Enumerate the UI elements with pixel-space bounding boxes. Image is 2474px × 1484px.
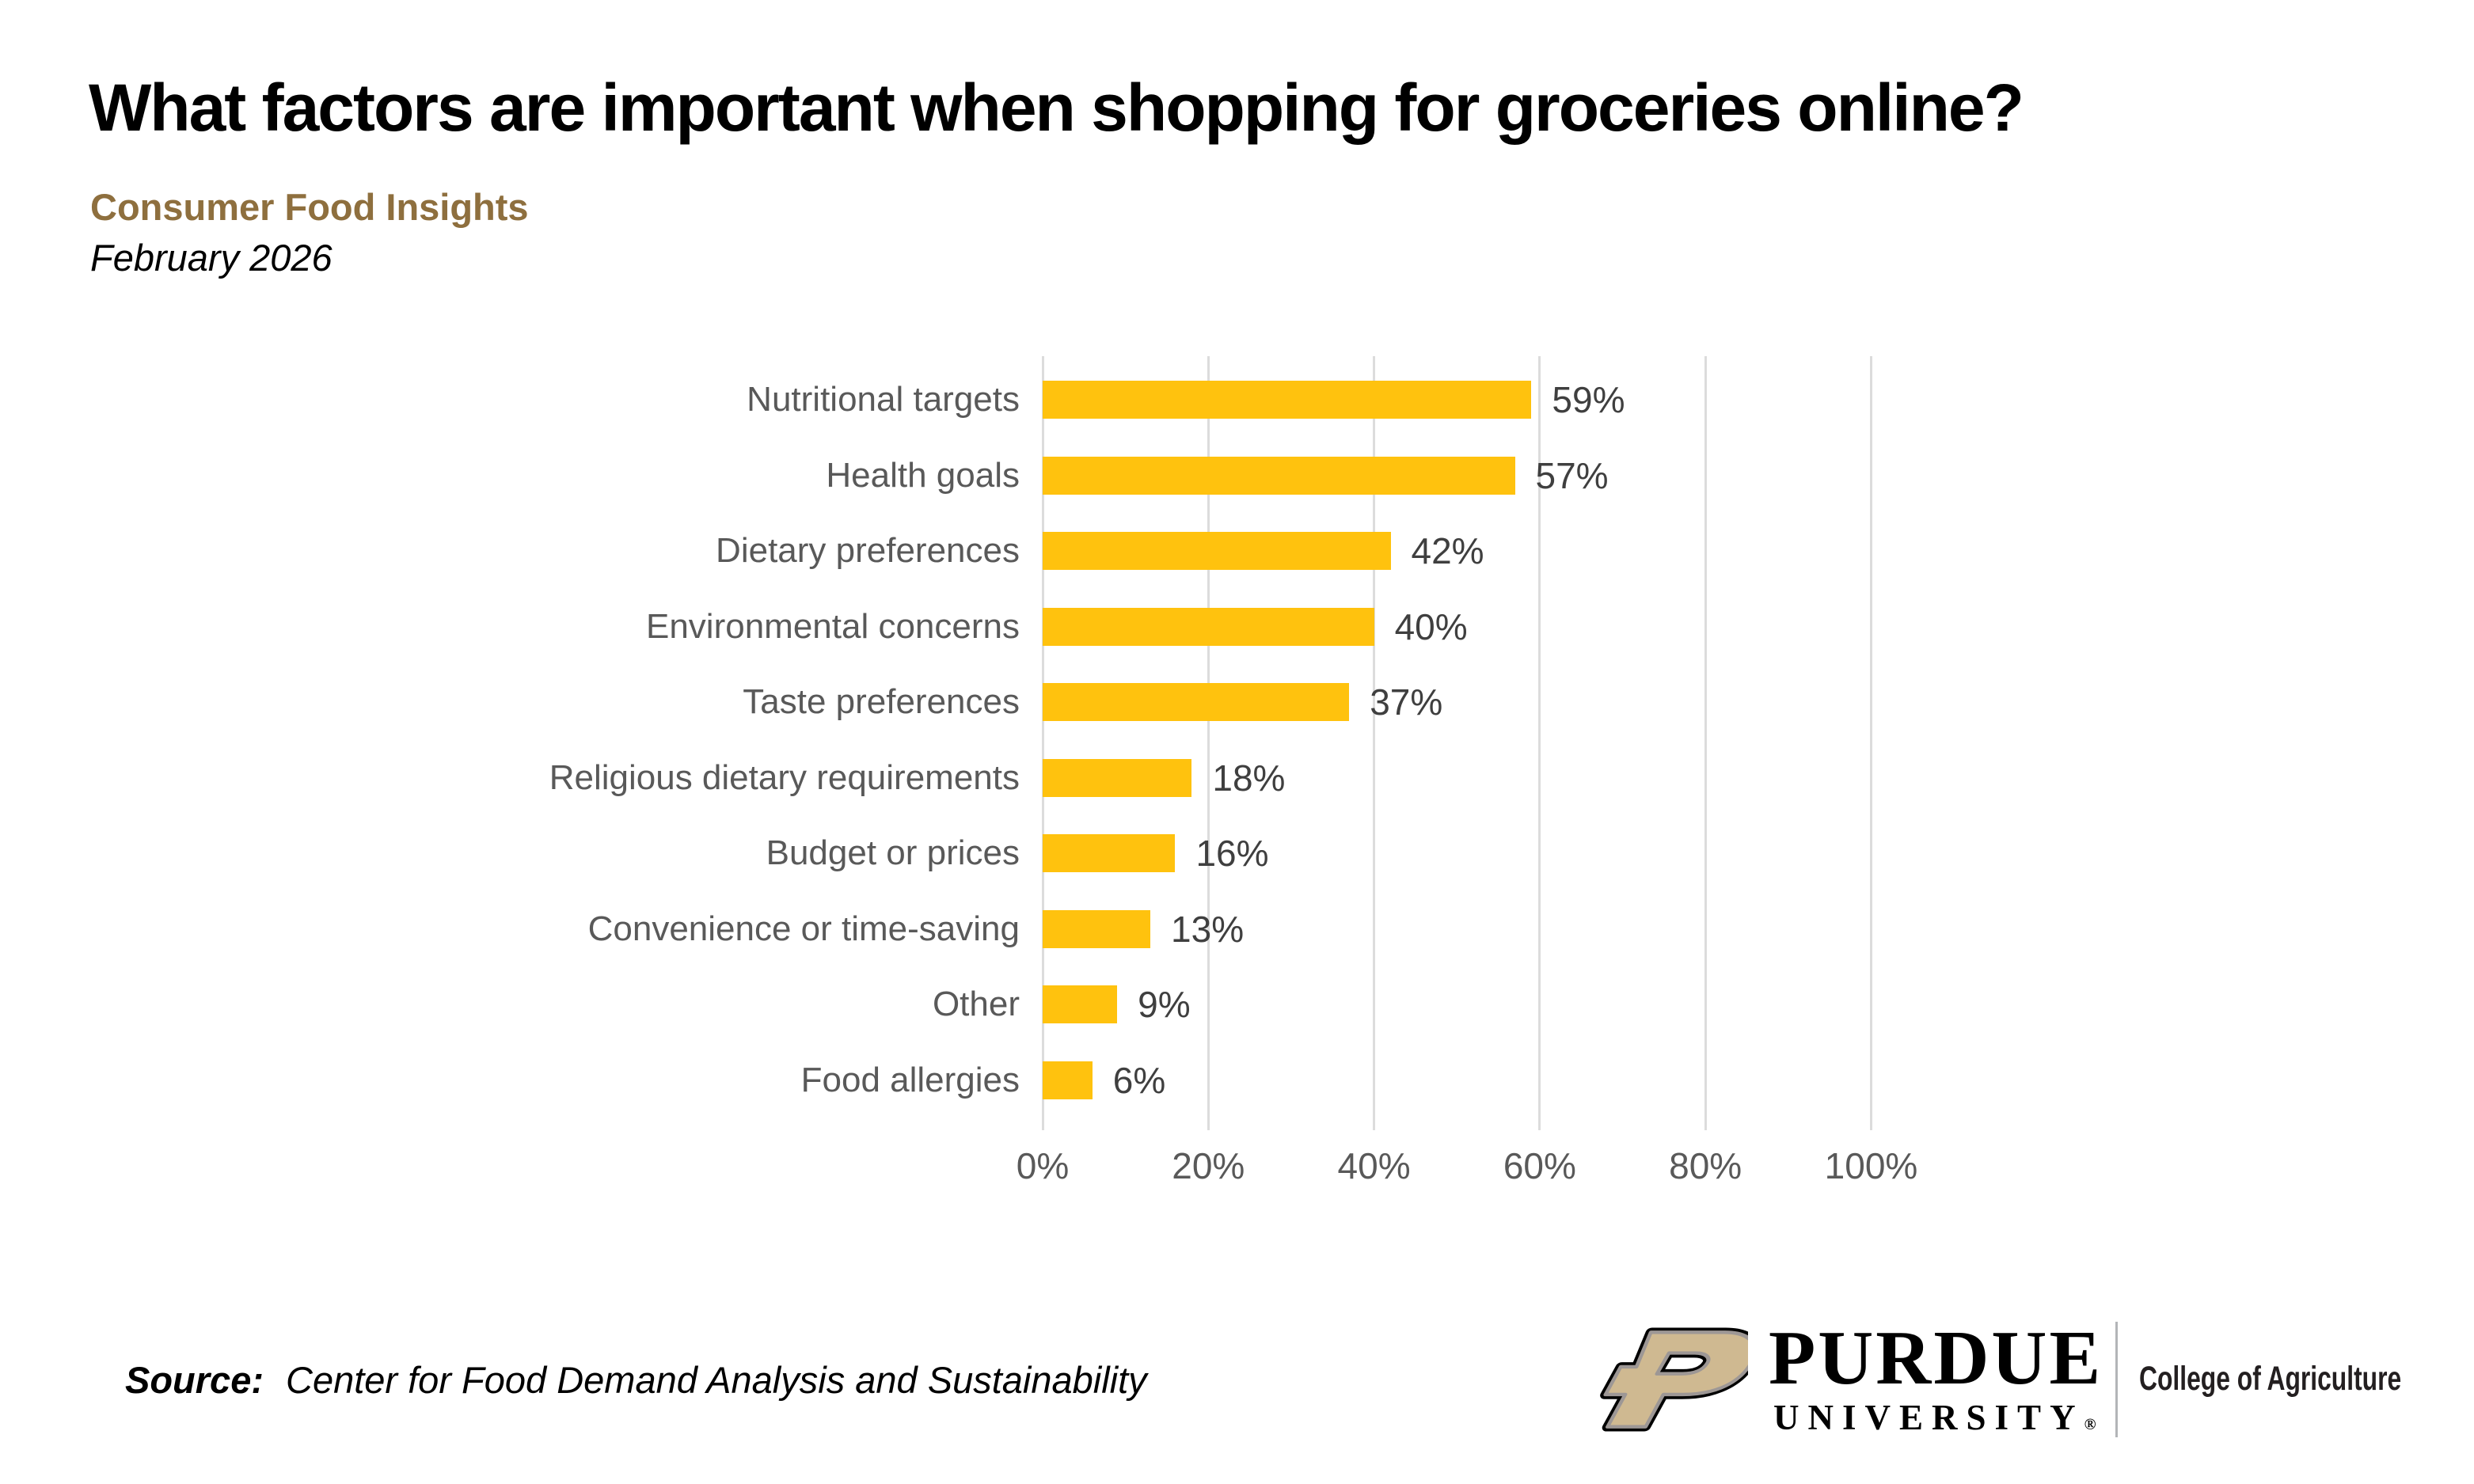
x-tick-label: 40% (1337, 1145, 1411, 1186)
purdue-p-icon (1600, 1327, 1748, 1432)
x-tick-label: 80% (1669, 1145, 1742, 1186)
bar (1043, 985, 1118, 1023)
value-label: 40% (1394, 605, 1468, 647)
category-label: Convenience or time-saving (587, 909, 1020, 948)
purdue-wordmark-university: UNIVERSITY® (1773, 1398, 2096, 1437)
value-label: 6% (1112, 1059, 1166, 1101)
bar (1043, 607, 1374, 646)
chart-title: What factors are important when shopping… (89, 70, 2024, 145)
category-label: Taste preferences (743, 682, 1020, 721)
registered-mark: ® (2084, 1416, 2096, 1433)
bar (1043, 532, 1391, 570)
value-label: 9% (1138, 984, 1191, 1025)
value-label: 59% (1552, 379, 1625, 420)
category-label: Religious dietary requirements (549, 757, 1020, 797)
x-tick-label: 60% (1503, 1145, 1576, 1186)
logo-divider (2115, 1322, 2118, 1437)
category-label: Nutritional targets (747, 380, 1020, 419)
source-label: Source: (125, 1359, 264, 1401)
college-label: College of Agriculture (2139, 1360, 2402, 1398)
bar (1043, 683, 1350, 721)
gridline-20 (1207, 356, 1210, 1130)
bar (1043, 909, 1151, 948)
value-label: 37% (1370, 681, 1443, 723)
category-label: Environmental concerns (645, 606, 1020, 646)
value-label: 13% (1171, 908, 1245, 950)
category-label: Budget or prices (766, 833, 1020, 872)
gridline-100 (1870, 356, 1872, 1130)
value-label: 42% (1411, 530, 1484, 571)
category-label: Other (932, 985, 1020, 1023)
category-label: Food allergies (800, 1060, 1020, 1099)
x-tick-label: 0% (1016, 1145, 1070, 1186)
source-note: Source: Center for Food Demand Analysis a… (125, 1358, 1147, 1402)
category-label: Dietary preferences (716, 531, 1020, 570)
bar (1043, 834, 1176, 872)
gridline-80 (1704, 356, 1707, 1130)
bar (1043, 758, 1192, 797)
bar (1043, 456, 1515, 495)
x-tick-label: 20% (1172, 1145, 1245, 1186)
purdue-wordmark: PURDUE (1769, 1315, 2103, 1400)
value-label: 16% (1195, 833, 1269, 874)
gridline-40 (1373, 356, 1376, 1130)
bar (1043, 381, 1532, 419)
category-label: Health goals (826, 455, 1020, 495)
x-tick-label: 100% (1824, 1145, 1918, 1186)
value-label: 18% (1212, 757, 1286, 799)
bar (1043, 1061, 1093, 1099)
source-text: Center for Food Demand Analysis and Sust… (286, 1359, 1147, 1401)
value-label: 57% (1535, 454, 1609, 496)
chart-subtitle: Consumer Food Insights (90, 186, 529, 228)
chart-date: February 2026 (90, 237, 333, 279)
purdue-logo-block: PURDUE UNIVERSITY® College of Agricultur… (1593, 1314, 2402, 1448)
gridline-0 (1041, 356, 1044, 1130)
gridline-60 (1538, 356, 1541, 1130)
